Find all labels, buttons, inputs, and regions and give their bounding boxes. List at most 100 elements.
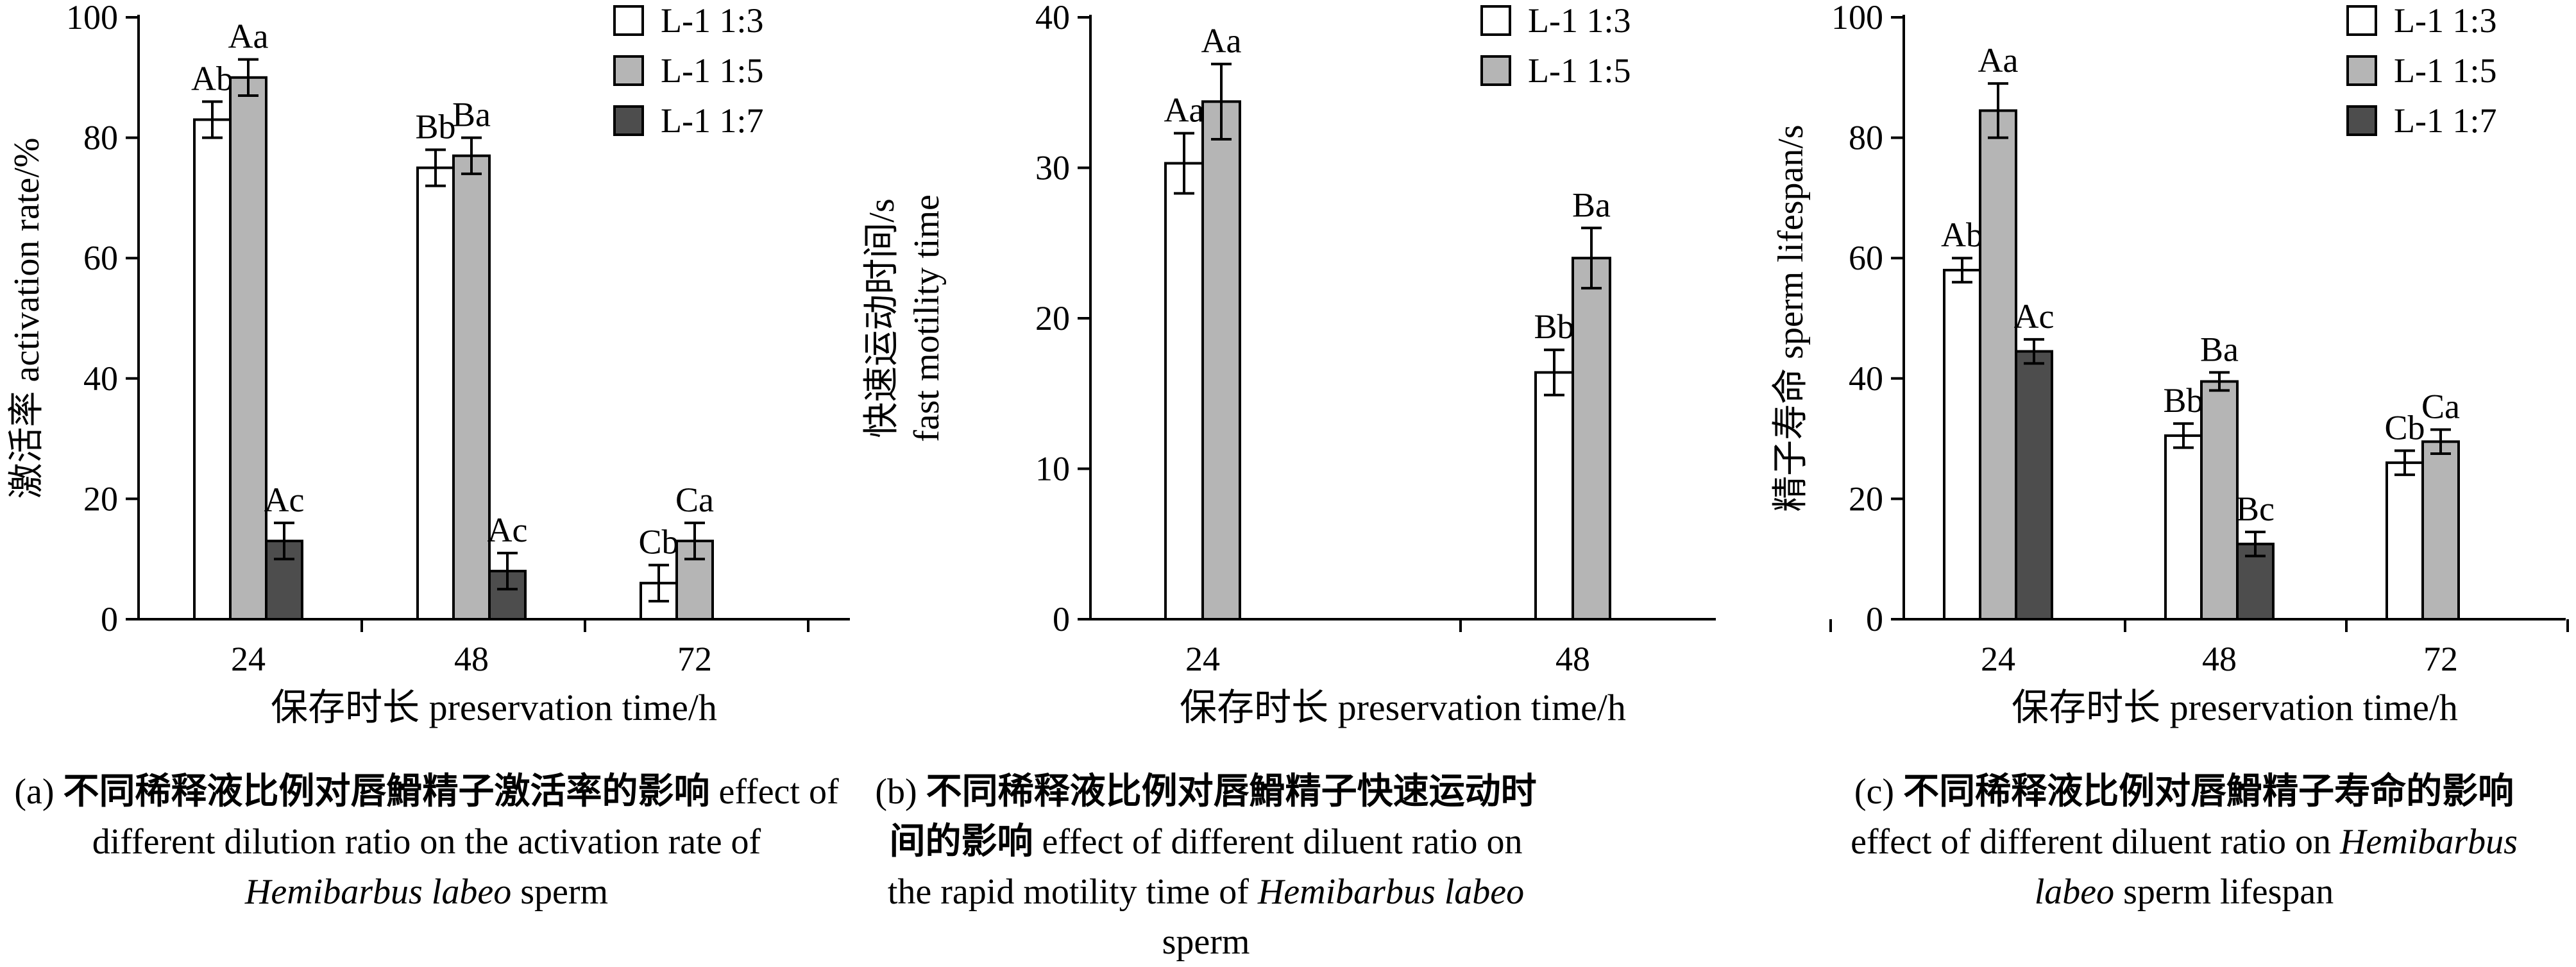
legend-label: L-1 1:7 xyxy=(2394,101,2496,140)
significance-label: Bb xyxy=(1534,307,1574,346)
legend-swatch xyxy=(2346,105,2377,136)
caption-b-en-end: sperm xyxy=(1162,922,1250,962)
significance-label: Ca xyxy=(2421,388,2460,426)
legend-swatch xyxy=(1480,55,1511,86)
caption-a-zh: 不同稀释液比例对唇䱻精子激活率的影响 xyxy=(63,772,710,812)
bar xyxy=(1572,257,1611,620)
significance-label: Ba xyxy=(2200,330,2239,368)
y-tick-label: 40 xyxy=(1035,0,1070,37)
legend-swatch xyxy=(613,5,644,36)
legend-label: L-1 1:7 xyxy=(661,101,763,140)
x-tick-label: 24 xyxy=(1185,640,1220,678)
bar xyxy=(1164,162,1204,620)
caption-c: (c) 不同稀释液比例对唇䱻精子寿命的影响 effect of differen… xyxy=(1822,767,2546,917)
significance-label: Ab xyxy=(191,59,233,98)
significance-label: Ba xyxy=(452,96,491,134)
bar xyxy=(229,76,267,621)
significance-label: Bb xyxy=(415,107,455,146)
caption-a-en-end: sperm xyxy=(520,872,609,912)
y-tick-label: 100 xyxy=(66,0,118,37)
x-tick-label: 48 xyxy=(454,640,489,678)
caption-a-species: Hemibarbus labeo xyxy=(244,872,512,912)
caption-b-zh: 不同稀释液比例对唇䱻精子快速运动时间的影响 xyxy=(889,772,1537,862)
bar xyxy=(452,154,491,621)
legend-swatch xyxy=(2346,55,2377,86)
significance-label: Bb xyxy=(2163,381,2203,420)
significance-label: Cb xyxy=(638,523,679,561)
y-tick-label: 30 xyxy=(1035,149,1070,187)
significance-label: Aa xyxy=(1978,41,2019,80)
bar xyxy=(2385,461,2424,620)
caption-b-en: effect of different diluent ratio on the… xyxy=(887,822,1523,912)
significance-label: Ab xyxy=(1941,216,1983,254)
caption-b: (b) 不同稀释液比例对唇䱻精子快速运动时间的影响 effect of diff… xyxy=(872,767,1539,967)
y-tick-label: 10 xyxy=(1035,450,1070,488)
y-tick-label: 0 xyxy=(1053,600,1070,638)
bar xyxy=(193,118,232,620)
legend-label: L-1 1:5 xyxy=(661,51,763,90)
legend-swatch xyxy=(1480,5,1511,36)
caption-b-lead: (b) xyxy=(875,772,917,812)
y-axis-title: 精子寿命 sperm lifespan/s xyxy=(1771,124,1811,511)
caption-a-lead: (a) xyxy=(14,772,55,812)
bar xyxy=(2164,434,2203,620)
significance-label: Cb xyxy=(2384,408,2425,447)
bar xyxy=(1943,268,1981,620)
legend-label: L-1 1:3 xyxy=(661,1,763,40)
significance-label: Ba xyxy=(1572,185,1611,224)
bar xyxy=(416,166,455,620)
y-tick-label: 60 xyxy=(1849,239,1883,277)
y-tick-label: 40 xyxy=(1849,359,1883,398)
significance-label: Ca xyxy=(675,481,714,519)
y-tick-label: 60 xyxy=(83,239,118,277)
x-tick-label: 48 xyxy=(1555,640,1590,678)
legend-swatch xyxy=(613,55,644,86)
significance-label: Ac xyxy=(264,481,305,519)
caption-a: (a) 不同稀释液比例对唇䱻精子激活率的影响 effect of differe… xyxy=(0,767,853,917)
legend-swatch xyxy=(613,105,644,136)
y-tick-label: 0 xyxy=(101,600,118,638)
bar xyxy=(1979,109,2017,620)
x-tick-label: 48 xyxy=(2202,640,2237,678)
significance-label: Ac xyxy=(2014,297,2055,336)
legend-label: L-1 1:5 xyxy=(1528,51,1631,90)
x-tick-label: 24 xyxy=(231,640,266,678)
significance-label: Aa xyxy=(228,17,269,56)
x-axis-title: 保存时长 preservation time/h xyxy=(271,687,717,728)
y-axis-title-2: fast motility time xyxy=(907,194,947,442)
caption-c-zh: 不同稀释液比例对唇䱻精子寿命的影响 xyxy=(1903,772,2514,812)
y-axis-title: 快速运动时间/s xyxy=(862,198,902,438)
significance-label: Aa xyxy=(1201,22,1242,60)
caption-c-en: effect of different diluent ratio on xyxy=(1851,822,2332,862)
y-axis-title: 激活率 activation rate/% xyxy=(7,138,47,499)
bar xyxy=(2421,440,2460,620)
y-tick-label: 20 xyxy=(1849,479,1883,518)
chart-panel-b: 0 10 20 30 40 24 Aa Aa 48 Bb Ba L-1 1:3 L-1 1:5 快速运动时… xyxy=(862,0,1832,728)
legend-label: L-1 1:3 xyxy=(2394,1,2496,40)
y-tick-label: 40 xyxy=(83,359,118,398)
caption-b-species: Hemibarbus labeo xyxy=(1257,872,1525,912)
bar xyxy=(1201,100,1241,620)
caption-a-en: effect of different dilution ratio on th… xyxy=(92,772,839,862)
x-tick-label: 72 xyxy=(677,640,712,678)
significance-label: Aa xyxy=(1164,91,1205,130)
y-tick-label: 0 xyxy=(1866,600,1883,638)
bar xyxy=(2200,380,2239,620)
x-tick-label: 24 xyxy=(1981,640,2015,678)
significance-label: Ac xyxy=(487,511,528,549)
x-axis-title: 保存时长 preservation time/h xyxy=(1180,687,1626,728)
legend-label: L-1 1:3 xyxy=(1528,1,1631,40)
y-tick-label: 20 xyxy=(83,479,118,518)
y-tick-label: 20 xyxy=(1035,299,1070,338)
caption-c-lead: (c) xyxy=(1854,772,1895,812)
x-tick-label: 72 xyxy=(2423,640,2458,678)
y-tick-label: 80 xyxy=(1849,119,1883,157)
legend-label: L-1 1:5 xyxy=(2394,51,2496,90)
x-axis-title: 保存时长 preservation time/h xyxy=(2012,687,2458,728)
bar xyxy=(1534,371,1574,620)
legend-swatch xyxy=(2346,5,2377,36)
y-tick-label: 80 xyxy=(83,119,118,157)
